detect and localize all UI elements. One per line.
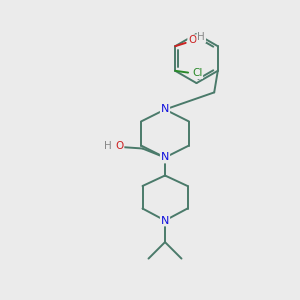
Text: O: O — [115, 141, 124, 152]
Text: N: N — [161, 152, 169, 163]
Text: H: H — [103, 141, 111, 152]
Text: Cl: Cl — [192, 68, 202, 78]
Text: N: N — [161, 215, 169, 226]
Text: O: O — [188, 35, 196, 45]
Text: H: H — [197, 32, 205, 42]
Text: N: N — [161, 104, 169, 115]
